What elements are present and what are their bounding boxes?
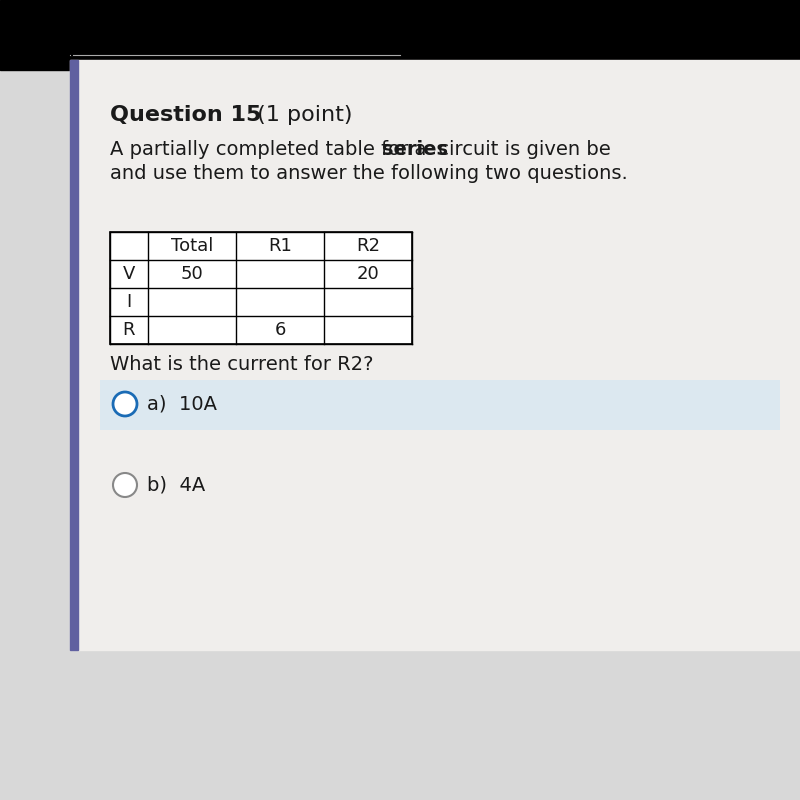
Text: Question 15: Question 15	[110, 105, 262, 125]
Bar	[70, 60, 800, 650]
Text: a)  10A: a) 10A	[147, 394, 217, 414]
Text: I: I	[126, 293, 132, 311]
Text: and use them to answer the following two questions.: and use them to answer the following two…	[110, 164, 628, 183]
Bar	[100, 380, 780, 430]
Text: circuit is given be: circuit is given be	[432, 140, 610, 159]
Text: R: R	[122, 321, 135, 339]
Text: 20: 20	[357, 265, 379, 283]
Text: series: series	[382, 140, 448, 159]
Text: Total: Total	[171, 237, 213, 255]
Text: A partially completed table for a: A partially completed table for a	[110, 140, 433, 159]
Text: b)  4A: b) 4A	[147, 475, 206, 494]
Text: R1: R1	[268, 237, 292, 255]
Bar	[70, 60, 78, 650]
Circle shape	[113, 392, 137, 416]
Text: (1 point): (1 point)	[250, 105, 353, 125]
Bar	[110, 232, 412, 344]
Text: 6: 6	[274, 321, 286, 339]
Circle shape	[113, 473, 137, 497]
Text: R2: R2	[356, 237, 380, 255]
Text: V: V	[123, 265, 135, 283]
Text: 50: 50	[181, 265, 203, 283]
Text: What is the current for R2?: What is the current for R2?	[110, 355, 374, 374]
Bar	[0, 0, 800, 70]
